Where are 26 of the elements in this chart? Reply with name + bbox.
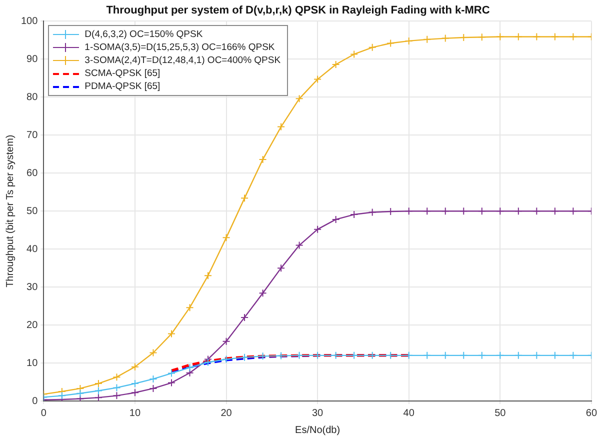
y-tick-label: 60: [26, 168, 38, 179]
y-tick-label: 80: [26, 92, 38, 103]
legend-label: D(4,6,3,2) OC=150% QPSK: [84, 29, 203, 40]
x-tick-label: 0: [40, 408, 47, 419]
y-tick-label: 30: [26, 282, 38, 293]
x-tick-label: 20: [220, 408, 232, 419]
y-tick-label: 100: [20, 16, 38, 27]
legend-label: PDMA-QPSK [65]: [84, 81, 160, 92]
y-axis-title: Throughput (bit per Ts per system): [4, 134, 16, 288]
legend-label: 3-SOMA(2,4)T=D(12,48,4,1) OC=400% QPSK: [84, 55, 281, 66]
y-tick-label: 20: [26, 320, 38, 331]
x-tick-label: 60: [586, 408, 598, 419]
y-tick-label: 40: [26, 244, 38, 255]
x-tick-label: 10: [129, 408, 141, 419]
y-tick-label: 10: [26, 358, 38, 369]
legend-label: SCMA-QPSK [65]: [84, 68, 160, 80]
legend-label: 1-SOMA(3,5)=D(15,25,5,3) OC=166% QPSK: [84, 42, 275, 54]
y-tick-label: 70: [26, 130, 38, 141]
y-tick-label: 0: [32, 396, 38, 407]
x-tick-label: 50: [494, 408, 506, 419]
x-axis-title: Es/No(db): [295, 424, 340, 436]
y-tick-label: 50: [26, 206, 38, 217]
y-tick-label: 90: [26, 54, 38, 65]
x-tick-label: 30: [312, 408, 324, 419]
x-tick-label: 40: [403, 408, 415, 419]
chart-title: Throughput per system of D(v,b,r,k) QPSK in Rayleigh Fading with k-MRC: [106, 4, 490, 17]
